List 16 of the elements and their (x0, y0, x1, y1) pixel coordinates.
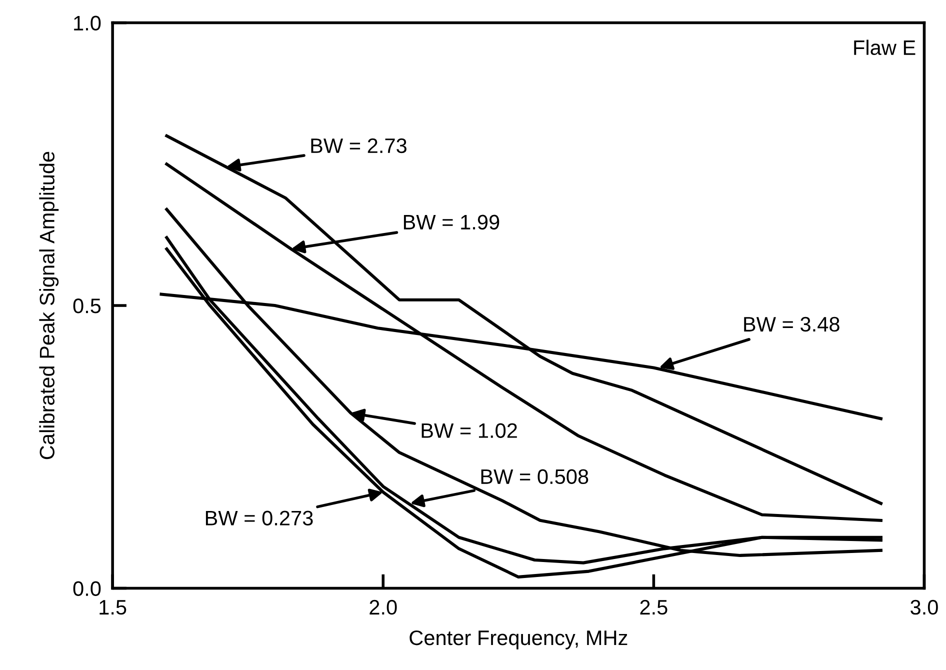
x-tick-label: 1.5 (100, 600, 126, 615)
annotation: BW = 1.99 (404, 214, 500, 230)
y-axis-title: Calibrated Peak Signal Amplitude (39, 152, 59, 460)
x-tick-label: 3.0 (910, 600, 938, 615)
y-tick-label: 0.0 (73, 581, 101, 596)
y-tick-label: 0.5 (73, 298, 101, 314)
x-tick-label: 2.5 (640, 600, 668, 615)
annotation: BW = 0.273 (206, 510, 313, 526)
annotation: BW = 0.508 (481, 469, 588, 484)
y-tick-label: 1.0 (74, 16, 101, 31)
annotation: Flaw E (854, 40, 916, 56)
annotation: BW = 3.48 (744, 316, 840, 332)
x-tick-label: 2.0 (370, 600, 397, 615)
x-axis-title: Center Frequency, MHz (410, 630, 628, 650)
annotation: BW = 1.02 (422, 423, 517, 438)
annotation: BW = 2.73 (311, 138, 406, 154)
